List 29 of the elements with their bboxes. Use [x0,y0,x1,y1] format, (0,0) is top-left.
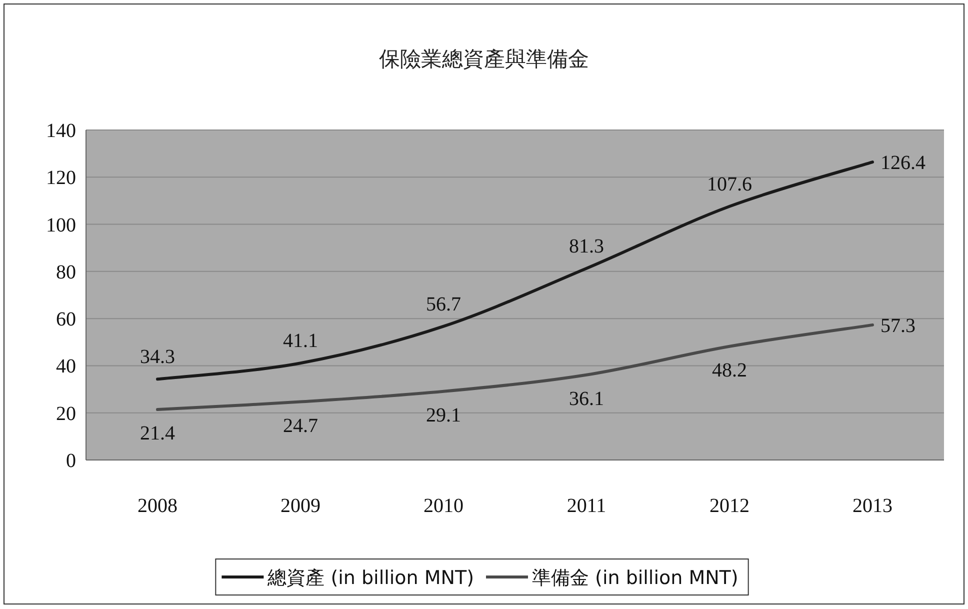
y-tick-label: 20 [56,402,76,425]
x-tick-label: 2012 [710,495,750,517]
chart-title: 保險業總資產與準備金 [379,47,589,71]
x-tick-label: 2008 [138,495,178,517]
y-tick-label: 0 [66,450,76,472]
x-tick-label: 2009 [280,495,320,517]
data-label: 36.1 [569,388,604,410]
y-tick-label: 80 [56,261,76,284]
legend-label: 準備金 (in billion MNT) [532,567,738,589]
legend-label: 總資產 (in billion MNT) [266,567,474,589]
x-tick-label: 2013 [852,495,892,517]
y-tick-label: 40 [56,356,76,378]
data-label: 57.3 [880,314,916,337]
data-label: 29.1 [426,404,461,426]
data-label: 56.7 [426,293,461,316]
data-label: 41.1 [283,330,318,352]
x-tick-label: 2011 [566,495,606,517]
y-tick-label: 60 [56,308,76,331]
data-label: 126.4 [880,152,926,174]
data-label: 24.7 [283,414,318,437]
data-label: 21.4 [140,422,175,445]
data-label: 34.3 [140,346,175,368]
y-tick-label: 100 [46,214,76,236]
y-tick-label: 120 [46,167,76,190]
y-tick-label: 140 [46,120,76,142]
data-label: 81.3 [569,235,604,258]
data-label: 48.2 [712,359,747,382]
x-tick-label: 2010 [424,495,464,517]
data-label: 107.6 [707,173,752,196]
